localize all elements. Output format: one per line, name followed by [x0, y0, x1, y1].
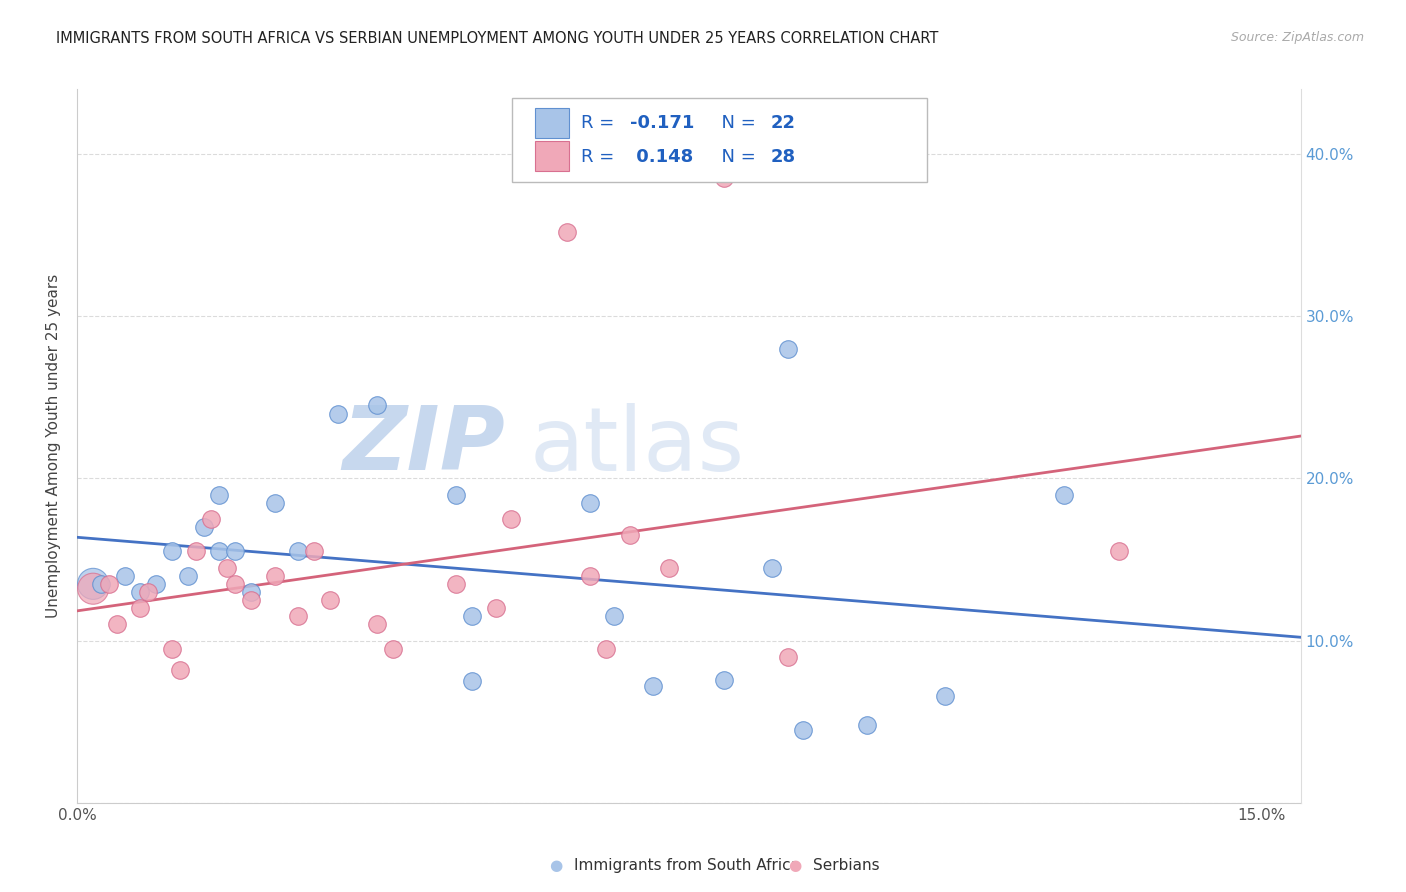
Point — [501, 512, 523, 526]
Point — [713, 171, 735, 186]
Text: IMMIGRANTS FROM SOUTH AFRICA VS SERBIAN UNEMPLOYMENT AMONG YOUTH UNDER 25 YEARS : IMMIGRANTS FROM SOUTH AFRICA VS SERBIAN … — [56, 31, 939, 46]
Point — [169, 663, 191, 677]
Point — [287, 609, 309, 624]
Point — [366, 399, 388, 413]
Point — [776, 342, 799, 356]
Point — [129, 585, 152, 599]
Text: ●: ● — [548, 858, 562, 872]
Text: R =: R = — [581, 114, 620, 132]
Point — [97, 577, 120, 591]
Text: -0.171: -0.171 — [630, 114, 695, 132]
Point — [105, 617, 128, 632]
Point — [319, 593, 342, 607]
Point — [239, 585, 262, 599]
Point — [776, 649, 799, 664]
Point — [263, 496, 285, 510]
Point — [138, 585, 160, 599]
Point — [114, 568, 136, 582]
Point — [193, 520, 215, 534]
Point — [1108, 544, 1130, 558]
Point — [90, 577, 112, 591]
Point — [555, 225, 578, 239]
Text: 28: 28 — [770, 148, 796, 166]
Point — [263, 568, 285, 582]
Bar — [534, 109, 569, 138]
Point — [713, 673, 735, 687]
Text: atlas: atlas — [530, 402, 745, 490]
Point — [208, 544, 231, 558]
Bar — [534, 141, 569, 171]
Point — [579, 496, 602, 510]
Point — [82, 577, 104, 591]
Point — [302, 544, 325, 558]
Point — [461, 609, 484, 624]
Text: N =: N = — [710, 148, 761, 166]
Point — [287, 544, 309, 558]
Point — [658, 560, 681, 574]
Point — [461, 674, 484, 689]
Point — [200, 512, 222, 526]
Text: Serbians: Serbians — [813, 858, 879, 872]
Point — [444, 488, 467, 502]
Point — [1053, 488, 1076, 502]
Point — [761, 560, 783, 574]
Point — [224, 577, 246, 591]
FancyBboxPatch shape — [512, 98, 928, 182]
Point — [217, 560, 239, 574]
Point — [934, 689, 956, 703]
Point — [160, 544, 183, 558]
Point — [595, 641, 617, 656]
Text: N =: N = — [710, 114, 761, 132]
Point — [184, 544, 207, 558]
Point — [792, 723, 814, 737]
Text: R =: R = — [581, 148, 620, 166]
Text: ●: ● — [787, 858, 801, 872]
Point — [326, 407, 349, 421]
Point — [82, 582, 104, 596]
Text: ZIP: ZIP — [343, 402, 506, 490]
Point — [160, 641, 183, 656]
Point — [444, 577, 467, 591]
Point — [603, 609, 626, 624]
Text: Source: ZipAtlas.com: Source: ZipAtlas.com — [1230, 31, 1364, 45]
Point — [208, 488, 231, 502]
Point — [484, 601, 506, 615]
Text: 0.148: 0.148 — [630, 148, 693, 166]
Point — [366, 617, 388, 632]
Y-axis label: Unemployment Among Youth under 25 years: Unemployment Among Youth under 25 years — [46, 274, 62, 618]
Point — [855, 718, 877, 732]
Point — [129, 601, 152, 615]
Point — [239, 593, 262, 607]
Point — [579, 568, 602, 582]
Text: Immigrants from South Africa: Immigrants from South Africa — [574, 858, 800, 872]
Text: 22: 22 — [770, 114, 796, 132]
Point — [224, 544, 246, 558]
Point — [619, 528, 641, 542]
Point — [145, 577, 167, 591]
Point — [382, 641, 405, 656]
Point — [177, 568, 200, 582]
Point — [643, 679, 665, 693]
